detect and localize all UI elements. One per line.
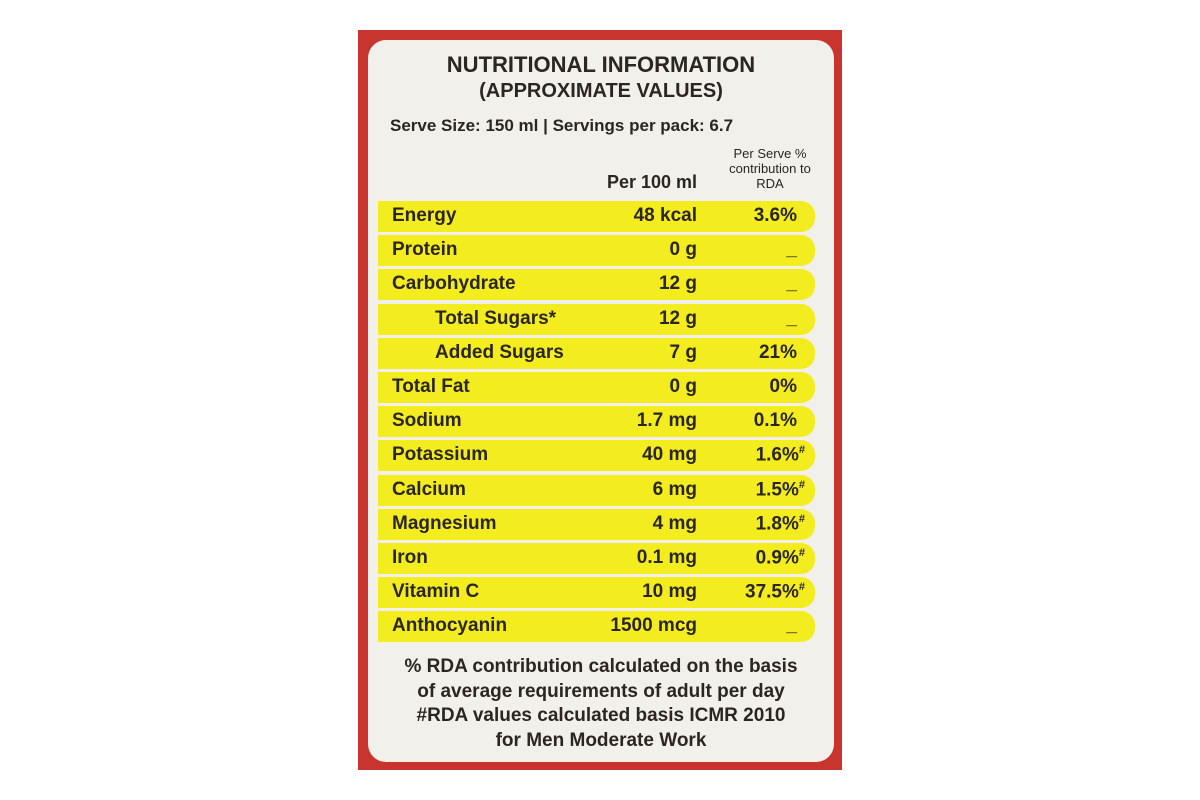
rda-mark: # xyxy=(798,444,805,457)
nutrient-name: Total Fat xyxy=(392,376,470,397)
rda-mark: # xyxy=(798,478,805,491)
nutrient-name: Vitamin C xyxy=(392,581,480,603)
amount: 0 g xyxy=(669,239,697,261)
table-row: Vitamin C 10 mg 37.5%# xyxy=(378,577,815,609)
table-row: Calcium 6 mg 1.5%# xyxy=(378,474,815,506)
rda-value: 37.5% xyxy=(745,581,799,603)
rda-value: 0.9% xyxy=(755,547,799,569)
rda: 1.6%# xyxy=(756,444,805,466)
amount: 40 mg xyxy=(642,444,697,466)
table-row: Carbohydrate 12 g _ xyxy=(378,269,815,301)
table-row: Sodium 1.7 mg 0.1% xyxy=(378,406,815,438)
amount: 48 kcal xyxy=(633,205,697,226)
amount: 1.7 mg xyxy=(636,410,697,432)
note-line: % RDA contribution calculated on the bas… xyxy=(404,656,798,677)
nutrient-name: Calcium xyxy=(392,478,466,500)
rda-value: _ xyxy=(786,239,797,261)
amount: 12 g xyxy=(658,307,697,329)
rda-value: 1.8% xyxy=(755,513,799,535)
nutrient-name: Anthocyanin xyxy=(392,615,508,637)
note-line: #RDA values calculated basis ICMR 2010 xyxy=(416,705,786,726)
nutrient-name: Sodium xyxy=(392,410,462,432)
rda-value: _ xyxy=(786,307,797,329)
rda: 0.9%# xyxy=(756,547,805,569)
nutrient-name: Added Sugars xyxy=(435,341,564,363)
amount: 0 g xyxy=(669,376,697,397)
rda-value: 21% xyxy=(758,341,797,363)
title: NUTRITIONAL INFORMATION xyxy=(446,52,756,77)
amount: 12 g xyxy=(658,273,697,295)
note-line: for Men Moderate Work xyxy=(495,729,707,751)
table-row: Anthocyanin 1500 mcg _ xyxy=(378,611,815,643)
nutrient-name: Carbohydrate xyxy=(392,273,516,295)
rda: 1.5%# xyxy=(756,479,805,501)
nutrient-name: Magnesium xyxy=(392,512,497,534)
amount: 10 mg xyxy=(642,581,697,603)
rda: 1.8%# xyxy=(756,513,805,535)
nutrient-name: Total Sugars* xyxy=(435,307,557,329)
subtitle: (APPROXIMATE VALUES) xyxy=(479,80,723,102)
rda: 21% xyxy=(759,342,797,364)
nutrient-name: Potassium xyxy=(392,444,489,466)
rda-value: 1.5% xyxy=(755,478,799,500)
column-header: Per 100 ml xyxy=(606,172,697,192)
rda: _ xyxy=(786,273,797,295)
rda: _ xyxy=(786,308,797,330)
note-line: of average requirements of adult per day xyxy=(417,680,785,702)
rda-mark: # xyxy=(798,547,805,559)
rda-mark: # xyxy=(798,512,805,525)
table-row: Potassium 40 mg 1.6%# xyxy=(378,440,815,472)
rda: 37.5%# xyxy=(745,581,805,603)
rda-value: 0.1% xyxy=(753,410,797,432)
rda-value: 0% xyxy=(769,376,797,397)
amount: 7 g xyxy=(669,341,697,363)
table-row: Added Sugars 7 g 21% xyxy=(378,337,815,369)
rda-value: 1.6% xyxy=(755,444,799,466)
rda: 0.1% xyxy=(754,410,797,432)
rda-mark: # xyxy=(798,581,805,594)
amount: 4 mg xyxy=(652,512,697,534)
table-row: Energy 48 kcal 3.6% xyxy=(378,201,815,232)
table-row: Total Sugars* 12 g _ xyxy=(378,303,815,335)
rda: 3.6% xyxy=(754,205,797,227)
rda: 0% xyxy=(770,376,797,398)
table-row: Magnesium 4 mg 1.8%# xyxy=(378,508,815,540)
rda: _ xyxy=(786,615,797,637)
column-header: Per Serve % contribution to RDA xyxy=(729,146,811,191)
rda-value: _ xyxy=(786,615,797,637)
nutrient-name: Protein xyxy=(392,239,458,261)
amount: 1500 mcg xyxy=(610,615,697,637)
table-row: Protein 0 g _ xyxy=(378,235,815,267)
rda-value: _ xyxy=(786,273,797,295)
nutrient-name: Iron xyxy=(392,547,428,568)
table-row: Iron 0.1 mg 0.9%# xyxy=(378,543,815,574)
rda-value: 3.6% xyxy=(753,205,797,226)
nutrient-name: Energy xyxy=(392,205,457,226)
rda: _ xyxy=(786,239,797,261)
serving: Serve Size: 150 ml | Servings per pack: … xyxy=(390,116,734,135)
table-row: Total Fat 0 g 0% xyxy=(378,372,815,403)
amount: 0.1 mg xyxy=(636,547,697,568)
amount: 6 mg xyxy=(652,478,697,500)
